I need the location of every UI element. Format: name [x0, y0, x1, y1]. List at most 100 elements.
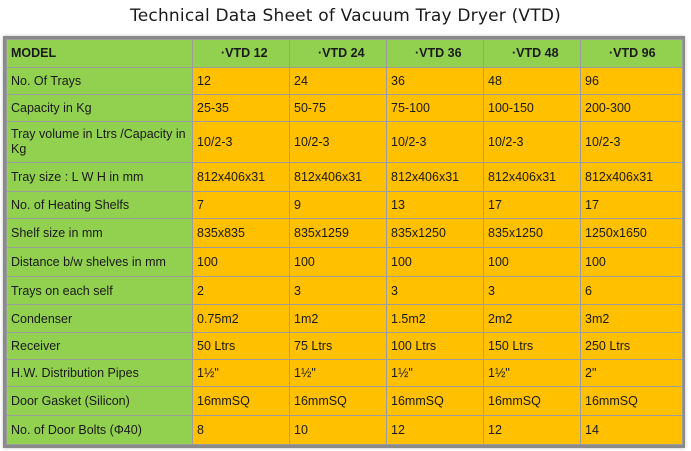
table-cell: 200-300	[580, 93, 683, 122]
table-cell: 3	[483, 275, 581, 306]
table-cell: 6	[580, 275, 683, 306]
table-cell: 3m2	[580, 304, 683, 334]
table-cell: 250 Ltrs	[580, 332, 683, 361]
row-label: H.W. Distribution Pipes	[6, 359, 193, 388]
table-cell: 16mmSQ	[580, 386, 683, 416]
table-row: Tray size : L W H in mm 812x406x31 812x4…	[6, 161, 683, 192]
table-row: Receiver 50 Ltrs 75 Ltrs 100 Ltrs 150 Lt…	[6, 332, 683, 361]
table-cell: 9	[289, 190, 387, 219]
table-row: Trays on each self 2 3 3 3 6	[6, 275, 683, 306]
table-cell: 17	[483, 190, 581, 219]
row-label: Condenser	[6, 304, 193, 334]
table-cell: 100	[386, 246, 484, 277]
table-cell: 8	[192, 415, 290, 445]
table-cell: 1½"	[483, 359, 581, 388]
table-row: Shelf size in mm 835x835 835x1259 835x12…	[6, 217, 683, 248]
table-cell: 14	[580, 415, 683, 445]
row-label: No. of Heating Shelfs	[6, 190, 193, 219]
table-row: Distance b/w shelves in mm 100 100 100 1…	[6, 246, 683, 277]
table-cell: 100	[192, 246, 290, 277]
table-cell: 10/2-3	[192, 120, 290, 163]
table-cell: 1½"	[289, 359, 387, 388]
table-cell: 2"	[580, 359, 683, 388]
table-cell: 7	[192, 190, 290, 219]
table-cell: 16mmSQ	[192, 386, 290, 416]
table-cell: 100-150	[483, 93, 581, 122]
table-cell: 75-100	[386, 93, 484, 122]
table-cell: 10/2-3	[580, 120, 683, 163]
table-cell: 10/2-3	[289, 120, 387, 163]
column-header: ·VTD 96	[580, 39, 683, 68]
table-cell: 1250x1650	[580, 217, 683, 248]
table-row: No. of Door Bolts (Φ40) 8 10 12 12 14	[6, 415, 683, 445]
table-cell: 36	[386, 66, 484, 95]
table-cell: 13	[386, 190, 484, 219]
table-cell: 2m2	[483, 304, 581, 334]
table-cell: 1½"	[386, 359, 484, 388]
row-label: Tray size : L W H in mm	[6, 161, 193, 192]
table-cell: 150 Ltrs	[483, 332, 581, 361]
table-cell: 25-35	[192, 93, 290, 122]
table-row: H.W. Distribution Pipes 1½" 1½" 1½" 1½" …	[6, 359, 683, 388]
table-row: No. Of Trays 12 24 36 48 96	[6, 66, 683, 95]
table-cell: 96	[580, 66, 683, 95]
table-cell: 48	[483, 66, 581, 95]
table-cell: 50 Ltrs	[192, 332, 290, 361]
table-cell: 24	[289, 66, 387, 95]
column-header: ·VTD 12	[192, 39, 290, 68]
table-cell: 835x1259	[289, 217, 387, 248]
table-cell: 812x406x31	[192, 161, 290, 192]
table-cell: 16mmSQ	[483, 386, 581, 416]
row-label: No. of Door Bolts (Φ40)	[6, 415, 193, 445]
table-cell: 100 Ltrs	[386, 332, 484, 361]
table-cell: 100	[580, 246, 683, 277]
table-row: Door Gasket (Silicon) 16mmSQ 16mmSQ 16mm…	[6, 386, 683, 416]
table-cell: 835x1250	[386, 217, 484, 248]
table-cell: 12	[483, 415, 581, 445]
table-cell: 50-75	[289, 93, 387, 122]
table-cell: 100	[289, 246, 387, 277]
row-label: Trays on each self	[6, 275, 193, 306]
column-header: ·VTD 24	[289, 39, 387, 68]
row-label: Door Gasket (Silicon)	[6, 386, 193, 416]
table-header-row: MODEL ·VTD 12 ·VTD 24 ·VTD 36 ·VTD 48 ·V…	[6, 39, 683, 68]
table-row: Condenser 0.75m2 1m2 1.5m2 2m2 3m2	[6, 304, 683, 334]
table-cell: 1m2	[289, 304, 387, 334]
table-cell: 12	[386, 415, 484, 445]
table-cell: 2	[192, 275, 290, 306]
table-cell: 12	[192, 66, 290, 95]
table-cell: 16mmSQ	[386, 386, 484, 416]
table-cell: 75 Ltrs	[289, 332, 387, 361]
table-cell: 812x406x31	[289, 161, 387, 192]
table-cell: 812x406x31	[386, 161, 484, 192]
table-cell: 812x406x31	[580, 161, 683, 192]
table-cell: 0.75m2	[192, 304, 290, 334]
table-cell: 1.5m2	[386, 304, 484, 334]
table-row: Tray volume in Ltrs /Capacity in Kg 10/2…	[6, 120, 683, 163]
table-cell: 1½"	[192, 359, 290, 388]
row-label: Receiver	[6, 332, 193, 361]
table-row: Capacity in Kg 25-35 50-75 75-100 100-15…	[6, 93, 683, 122]
row-label: No. Of Trays	[6, 66, 193, 95]
table-cell: 17	[580, 190, 683, 219]
row-label: Capacity in Kg	[6, 93, 193, 122]
table-row: No. of Heating Shelfs 7 9 13 17 17	[6, 190, 683, 219]
table-cell: 835x835	[192, 217, 290, 248]
table-cell: 835x1250	[483, 217, 581, 248]
table-cell: 3	[289, 275, 387, 306]
column-header: ·VTD 48	[483, 39, 581, 68]
row-label: Shelf size in mm	[6, 217, 193, 248]
data-sheet-table: MODEL ·VTD 12 ·VTD 24 ·VTD 36 ·VTD 48 ·V…	[3, 36, 685, 448]
table-cell: 16mmSQ	[289, 386, 387, 416]
row-label: Tray volume in Ltrs /Capacity in Kg	[6, 120, 193, 163]
table-cell: 812x406x31	[483, 161, 581, 192]
table-cell: 10/2-3	[386, 120, 484, 163]
table-cell: 3	[386, 275, 484, 306]
column-header: MODEL	[6, 39, 193, 68]
table-cell: 10	[289, 415, 387, 445]
table-cell: 10/2-3	[483, 120, 581, 163]
column-header: ·VTD 36	[386, 39, 484, 68]
page-title: Technical Data Sheet of Vacuum Tray Drye…	[130, 6, 561, 26]
row-label: Distance b/w shelves in mm	[6, 246, 193, 277]
table-cell: 100	[483, 246, 581, 277]
